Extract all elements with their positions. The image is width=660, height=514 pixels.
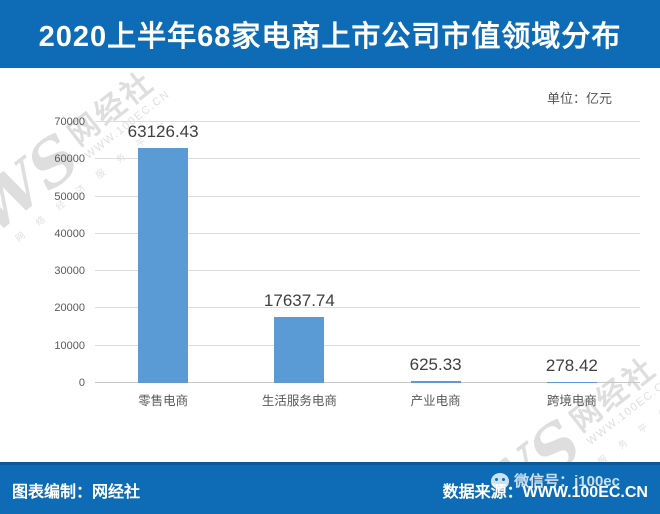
gridline — [95, 195, 640, 197]
page-title: 2020上半年68家电商上市公司市值领域分布 — [38, 21, 622, 53]
y-tick-label: 60000 — [54, 153, 85, 166]
gridline — [95, 158, 640, 160]
bar — [138, 147, 189, 383]
chart-section: 单位：亿元 0 10000 20000 30000 40000 50000 60000 700… — [0, 68, 660, 462]
gridline — [95, 121, 640, 122]
bar — [410, 380, 461, 383]
bar-value-label: 63126.43 — [127, 121, 199, 141]
bar — [546, 381, 597, 383]
gridline — [95, 270, 640, 272]
bar-category-label: 零售电商 — [138, 394, 189, 408]
bar-value-label: 278.42 — [545, 355, 598, 375]
brand-letters-mark: WS — [0, 119, 94, 248]
gridline — [95, 307, 640, 309]
title-banner: 2020上半年68家电商上市公司市值领域分布 — [0, 0, 660, 68]
wechat-watermark: 微信号：i100ec — [491, 470, 620, 491]
wechat-id: 微信号：i100ec — [514, 473, 620, 490]
y-tick-label: 40000 — [54, 227, 85, 240]
y-tick-label: 20000 — [54, 302, 85, 315]
bars-container: 63126.43 零售电商 17637.74 生活服务电商 625.33 产业电商 278.… — [95, 121, 640, 408]
bar-category-label: 跨境电商 — [546, 394, 597, 408]
bar-value-label: 17637.74 — [263, 291, 335, 311]
gridline — [95, 344, 640, 346]
bar-category-label: 产业电商 — [410, 394, 461, 408]
wechat-icon — [491, 472, 510, 489]
unit-label: 单位：亿元 — [546, 91, 612, 106]
y-tick-label: 50000 — [54, 190, 85, 203]
footer-bar: 图表编制：网经社 数据来源：WWW.100EC.CN 微信号：i100ec — [0, 462, 660, 514]
y-tick-label: 10000 — [54, 339, 85, 352]
brand-url-mark: WWW.100EC.CN — [585, 374, 660, 449]
gridline — [95, 382, 640, 383]
bar — [274, 317, 325, 383]
gridline — [95, 232, 640, 234]
bar-group: 625.33 产业电商 — [368, 122, 504, 408]
brand-letters-mark: WS — [461, 406, 596, 462]
bar-group: 17637.74 生活服务电商 — [231, 122, 367, 408]
bar-category-label: 生活服务电商 — [261, 394, 337, 408]
bar-value-label: 625.33 — [409, 354, 462, 374]
chart-credit: 图表编制：网经社 — [12, 483, 141, 501]
y-tick-label: 30000 — [54, 265, 85, 278]
bar-group: 63126.43 零售电商 — [95, 121, 231, 408]
y-tick-label: 70000 — [54, 116, 85, 128]
bar-group: 278.42 跨境电商 — [504, 122, 640, 408]
y-tick-label: 0 — [78, 377, 85, 389]
bar-chart-plot: 0 10000 20000 30000 40000 50000 60000 70000 6312… — [54, 116, 640, 408]
